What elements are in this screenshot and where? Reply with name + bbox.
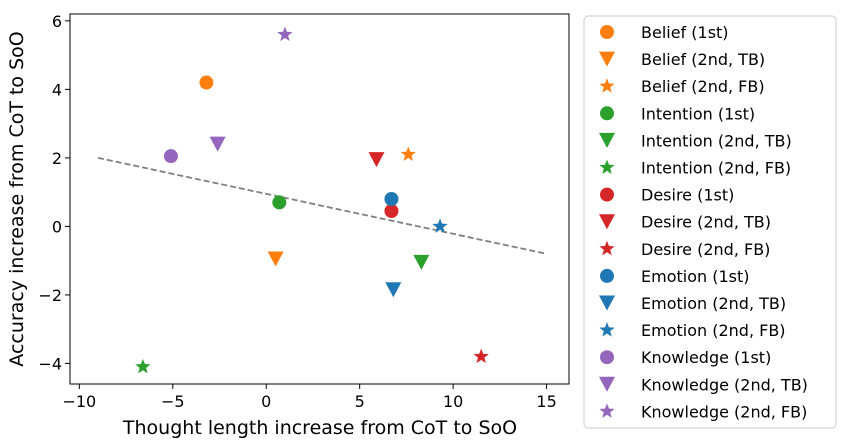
data-point-emotion-2nd-fb [432, 218, 448, 233]
legend-entries: Belief (1st) Belief (2nd, TB) Belief (2nd,… [599, 23, 808, 421]
legend-marker-belief-2nd-tb [599, 51, 615, 67]
legend-label: Desire (2nd, TB) [641, 213, 771, 232]
legend-label: Desire (2nd, FB) [641, 240, 770, 259]
legend-marker-desire-1st [600, 187, 614, 202]
legend-label: Intention (2nd, TB) [641, 131, 792, 150]
legend-frame [583, 15, 837, 429]
legend-label: Knowledge (2nd, TB) [641, 375, 808, 394]
tick-layer: −10 −5 0 5 10 15 −4 −2 0 2 4 6 [38, 12, 556, 411]
data-point-knowledge-2nd-tb [209, 136, 226, 152]
data-point-emotion-1st [384, 192, 399, 206]
legend-label: Intention (1st) [641, 104, 755, 123]
data-point-emotion-2nd-tb [385, 282, 402, 298]
data-point-intention-2nd-fb [135, 358, 151, 374]
legend-marker-desire-2nd-fb [599, 240, 615, 256]
plot-area [69, 13, 570, 385]
legend-marker-intention-1st [600, 106, 614, 121]
legend-marker-intention-2nd-fb [599, 159, 615, 174]
y-tick-label: 2 [52, 149, 62, 168]
legend-label: Belief (1st) [641, 23, 729, 42]
trendline-layer [97, 157, 547, 255]
legend-marker-emotion-2nd-fb [599, 322, 615, 337]
data-point-belief-2nd-tb [267, 251, 284, 267]
data-point-belief-2nd-fb [400, 146, 416, 161]
legend-marker-intention-2nd-tb [599, 132, 615, 148]
legend-label: Belief (2nd, TB) [641, 50, 765, 69]
legend: Belief (1st) Belief (2nd, TB) Belief (2nd,… [583, 15, 837, 429]
x-tick-label: 5 [355, 392, 365, 411]
legend-label: Knowledge (2nd, FB) [641, 402, 807, 421]
x-tick-label: 15 [536, 392, 556, 411]
legend-label: Intention (2nd, FB) [641, 159, 791, 178]
legend-marker-belief-2nd-fb [599, 78, 615, 93]
y-tick-label: 0 [52, 217, 62, 236]
x-tick-label: −10 [62, 392, 96, 411]
legend-marker-knowledge-2nd-tb [599, 376, 615, 392]
data-point-desire-1st [384, 203, 399, 218]
trendline [97, 157, 547, 255]
data-point-intention-1st [272, 195, 287, 210]
y-tick-label: −4 [38, 354, 62, 373]
legend-label: Emotion (2nd, FB) [641, 321, 786, 340]
x-axis-label: Thought length increase from CoT to SoO [122, 417, 517, 439]
legend-label: Knowledge (1st) [641, 348, 771, 367]
data-point-knowledge-1st [163, 149, 178, 164]
data-point-knowledge-2nd-fb [277, 26, 293, 42]
x-tick-label: 0 [261, 392, 271, 411]
data-marker-layer [135, 26, 489, 374]
x-tick-label: 10 [443, 392, 463, 411]
data-point-desire-2nd-fb [473, 348, 489, 364]
data-point-desire-2nd-tb [368, 152, 385, 168]
legend-marker-emotion-1st [600, 268, 614, 283]
legend-marker-knowledge-1st [600, 350, 614, 365]
data-point-belief-1st [199, 75, 214, 90]
legend-marker-knowledge-2nd-fb [599, 403, 615, 418]
legend-marker-belief-1st [600, 25, 614, 39]
legend-marker-emotion-2nd-tb [599, 295, 615, 311]
y-tick-label: 6 [52, 12, 62, 31]
y-tick-label: −2 [38, 286, 62, 305]
legend-label: Emotion (1st) [641, 267, 750, 286]
y-tick-label: 4 [52, 80, 62, 99]
y-axis-label: Accuracy increase from CoT to SoO [6, 31, 28, 366]
legend-marker-desire-2nd-tb [599, 214, 615, 230]
x-tick-label: −5 [161, 392, 185, 411]
legend-label: Emotion (2nd, TB) [641, 294, 786, 313]
legend-label: Belief (2nd, FB) [641, 77, 765, 96]
data-point-intention-2nd-tb [413, 254, 430, 270]
legend-label: Desire (1st) [641, 186, 734, 205]
